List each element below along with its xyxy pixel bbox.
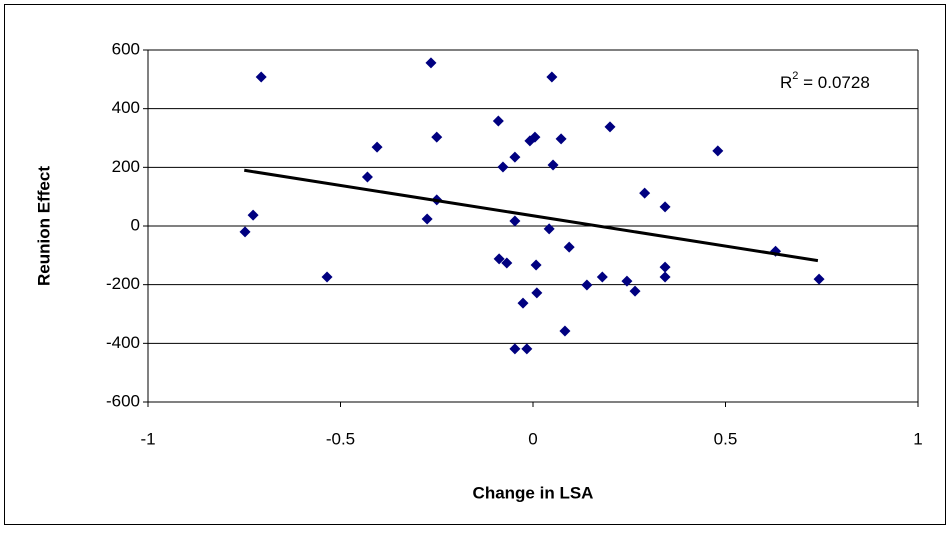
data-point bbox=[371, 141, 383, 153]
data-point bbox=[639, 187, 651, 199]
r-squared-base: R bbox=[780, 73, 792, 92]
data-point bbox=[524, 135, 536, 147]
data-point bbox=[813, 273, 825, 285]
data-point bbox=[493, 253, 505, 265]
chart-border bbox=[4, 4, 946, 525]
data-point bbox=[509, 151, 521, 163]
data-point bbox=[559, 325, 571, 337]
data-point bbox=[361, 171, 373, 183]
y-tick-label: 400 bbox=[112, 98, 140, 117]
data-point bbox=[530, 259, 542, 271]
data-point bbox=[543, 223, 555, 235]
data-point bbox=[492, 115, 504, 127]
x-tick-label: 0 bbox=[528, 429, 537, 448]
data-point bbox=[321, 271, 333, 283]
data-point bbox=[501, 257, 513, 269]
data-point bbox=[255, 71, 267, 83]
data-point bbox=[629, 285, 641, 297]
x-axis-title: Change in LSA bbox=[473, 483, 594, 502]
data-point bbox=[421, 213, 433, 225]
y-tick-label: 0 bbox=[131, 215, 140, 234]
data-point bbox=[596, 271, 608, 283]
data-point bbox=[659, 261, 671, 273]
data-point bbox=[546, 71, 558, 83]
r-squared-label: R2 = 0.0728 bbox=[780, 70, 870, 93]
y-tick-label: -200 bbox=[106, 274, 140, 293]
data-point bbox=[425, 57, 437, 69]
data-point bbox=[509, 215, 521, 227]
data-point bbox=[581, 279, 593, 291]
data-point bbox=[531, 287, 543, 299]
r-squared-value: = 0.0728 bbox=[798, 73, 869, 92]
data-point bbox=[621, 275, 633, 287]
y-tick-label: 600 bbox=[112, 39, 140, 58]
data-point bbox=[547, 159, 559, 171]
data-point bbox=[712, 145, 724, 157]
data-point bbox=[604, 121, 616, 133]
data-point bbox=[659, 201, 671, 213]
x-tick-label: -0.5 bbox=[326, 429, 355, 448]
data-point bbox=[247, 209, 259, 221]
data-point bbox=[497, 161, 509, 173]
x-tick-label: -1 bbox=[140, 429, 155, 448]
y-tick-label: -600 bbox=[106, 391, 140, 410]
data-point bbox=[555, 133, 567, 145]
x-tick-label: 1 bbox=[913, 429, 922, 448]
y-tick-label: 200 bbox=[112, 157, 140, 176]
y-axis-title: Reunion Effect bbox=[34, 166, 53, 286]
data-point bbox=[431, 131, 443, 143]
r-squared-sup: 2 bbox=[792, 70, 798, 82]
data-point bbox=[239, 226, 251, 238]
data-point bbox=[509, 343, 521, 355]
trendline bbox=[244, 168, 819, 263]
data-point bbox=[563, 241, 575, 253]
data-point bbox=[521, 343, 533, 355]
data-point bbox=[659, 271, 671, 283]
x-tick-label: 0.5 bbox=[714, 429, 738, 448]
y-tick-label: -400 bbox=[106, 333, 140, 352]
data-point bbox=[517, 297, 529, 309]
